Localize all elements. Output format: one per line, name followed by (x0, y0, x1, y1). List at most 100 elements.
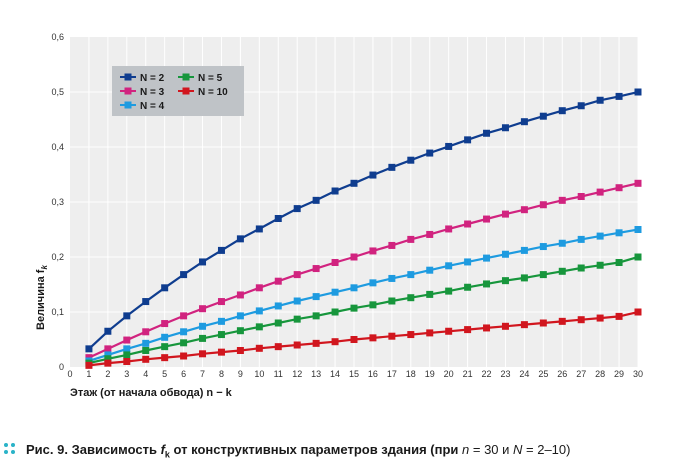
data-point (293, 315, 301, 323)
data-point (255, 225, 263, 233)
data-point (539, 271, 547, 279)
data-point (615, 92, 623, 100)
x-tick-label: 14 (330, 369, 340, 379)
data-point (483, 215, 491, 223)
data-point (634, 226, 642, 233)
data-point (199, 350, 207, 358)
data-point (255, 307, 263, 315)
caption-dots-icon (4, 443, 18, 457)
data-point (369, 171, 377, 179)
x-tick-label: 27 (576, 369, 586, 379)
x-tick-label: 20 (444, 369, 454, 379)
data-point (236, 235, 244, 243)
data-point (331, 187, 339, 195)
x-axis-title-text: Этаж (от начала обвода) n − k (70, 387, 233, 399)
data-point (634, 88, 642, 96)
x-tick-label: 2 (105, 369, 110, 379)
data-point (217, 317, 225, 325)
x-tick-label: 24 (519, 369, 529, 379)
series-layer (85, 88, 642, 369)
legend-swatch-marker (124, 73, 132, 81)
data-point (388, 241, 396, 249)
data-point (520, 274, 528, 282)
y-tick-label: 0,6 (51, 32, 64, 42)
x-tick-labels: 0 1 2 3 4 5 6 7 8 9 10 11 12 13 14 15 16 17 18 19 20 21 22 23 24… (67, 369, 643, 379)
data-point (407, 235, 415, 243)
data-point (520, 246, 528, 254)
x-tick-label: 19 (425, 369, 435, 379)
data-point (293, 271, 301, 279)
data-point (388, 274, 396, 282)
legend-label: N = 4 (140, 101, 165, 112)
data-point (577, 102, 585, 110)
x-tick-label: 4 (143, 369, 148, 379)
data-point (199, 334, 207, 342)
x-tick-label: 30 (633, 369, 643, 379)
data-point (199, 305, 207, 313)
x-tick-label: 18 (406, 369, 416, 379)
data-point (236, 327, 244, 335)
data-point (426, 149, 434, 157)
data-point (501, 210, 509, 218)
x-tick-label: 9 (238, 369, 243, 379)
caption-fk-sub: k (164, 449, 170, 460)
data-point (293, 205, 301, 213)
data-point (388, 332, 396, 340)
data-point (331, 259, 339, 266)
data-point (634, 253, 642, 261)
legend-swatch-marker (182, 73, 190, 81)
data-point (331, 308, 339, 316)
legend-label: N = 5 (198, 73, 223, 84)
legend-item: N = 5 (178, 73, 223, 84)
series-3 (85, 253, 642, 367)
data-point (407, 294, 415, 302)
y-axis-title: Величина fk (35, 265, 49, 330)
data-point (501, 124, 509, 132)
x-tick-label: 10 (254, 369, 264, 379)
x-axis-title: Этаж (от начала обвода) n − k (70, 387, 233, 399)
x-tick-label: 11 (274, 369, 283, 379)
x-tick-label: 29 (614, 369, 624, 379)
data-point (464, 136, 472, 144)
data-point (539, 319, 547, 327)
data-point (615, 312, 623, 320)
data-point (104, 359, 112, 367)
data-point (577, 193, 585, 200)
data-point (142, 328, 150, 336)
data-point (142, 298, 150, 306)
data-point (426, 266, 434, 274)
y-tick-label: 0,2 (51, 252, 64, 262)
data-point (104, 351, 112, 359)
x-tick-label: 15 (349, 369, 359, 379)
data-point (274, 343, 282, 351)
caption-text-after: от конструктивных параметров здания (при (169, 442, 463, 457)
legend-item: N = 2 (120, 73, 165, 84)
data-point (483, 280, 491, 288)
data-point (350, 336, 358, 343)
data-point (501, 322, 509, 330)
data-point (104, 345, 112, 353)
data-point (199, 258, 207, 266)
data-point (312, 293, 320, 301)
data-point (539, 243, 547, 251)
data-point (445, 262, 453, 270)
x-tick-label: 12 (292, 369, 302, 379)
caption-text-after-bold: от конструктивных параметров здания (при (170, 442, 462, 457)
data-point (445, 287, 453, 295)
data-point (369, 279, 377, 287)
data-point (483, 324, 491, 332)
data-point (596, 188, 604, 196)
data-point (369, 301, 377, 309)
data-point (161, 284, 169, 292)
legend-item: N = 3 (120, 87, 165, 98)
data-point (445, 142, 453, 150)
data-point (142, 347, 150, 354)
data-point (312, 312, 320, 320)
data-point (236, 291, 244, 299)
data-point (520, 118, 528, 126)
data-point (407, 156, 415, 164)
data-point (634, 179, 642, 187)
x-tick-label: 7 (200, 369, 205, 379)
data-point (539, 201, 547, 209)
data-point (104, 355, 112, 363)
